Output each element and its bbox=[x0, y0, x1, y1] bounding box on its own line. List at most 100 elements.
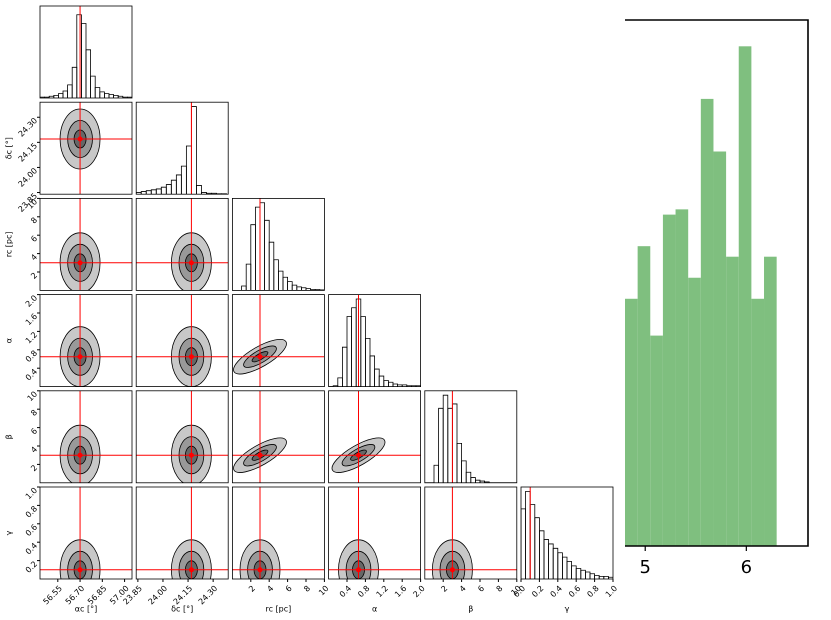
hist-step bbox=[180, 165, 187, 195]
y-tick-label: 24.00 bbox=[17, 166, 40, 189]
hist-step bbox=[543, 539, 549, 579]
hist-step bbox=[175, 174, 182, 195]
hist-step bbox=[191, 106, 197, 195]
hist-step bbox=[160, 186, 167, 195]
truth-point bbox=[77, 260, 83, 266]
x-axis-label: γ bbox=[565, 605, 570, 614]
bar bbox=[713, 151, 727, 546]
panel-frame bbox=[231, 390, 325, 484]
panel bbox=[424, 487, 517, 579]
truth-point bbox=[77, 567, 83, 573]
x-tick-label: 1.0 bbox=[604, 584, 619, 599]
hist-step bbox=[575, 568, 582, 579]
hist-step bbox=[76, 14, 82, 98]
y-axis-label: rc [pc] bbox=[5, 232, 14, 258]
y-tick-label: 0.2 bbox=[24, 559, 39, 574]
bar bbox=[751, 298, 765, 546]
hist-step bbox=[608, 576, 613, 579]
hist-step bbox=[548, 543, 554, 579]
axis-frame bbox=[625, 19, 809, 547]
x-axis-label: αc [°] bbox=[75, 605, 97, 614]
x-tick-label: 0.4 bbox=[549, 584, 564, 599]
y-tick-label: 1.6 bbox=[24, 312, 39, 327]
y-axis-label: α bbox=[5, 338, 14, 343]
hist-step bbox=[337, 377, 343, 387]
hist-step bbox=[155, 188, 162, 195]
hist-step bbox=[81, 23, 87, 98]
panel bbox=[40, 294, 132, 387]
hist-step bbox=[291, 284, 298, 291]
panel bbox=[136, 294, 229, 387]
x-tick-label: 24.15 bbox=[172, 584, 195, 607]
y-tick-label: 8 bbox=[29, 216, 39, 226]
x-tick-label: 4 bbox=[458, 584, 468, 594]
panel bbox=[40, 102, 132, 195]
x-tick-label: 56.55 bbox=[41, 584, 64, 607]
hist-step bbox=[539, 530, 545, 579]
truth-point bbox=[188, 260, 194, 266]
y-tick-label: 0.8 bbox=[24, 349, 39, 364]
hist-step bbox=[342, 346, 348, 387]
x-axis-label: β bbox=[468, 605, 473, 614]
y-axis-label: δc [°] bbox=[5, 137, 14, 159]
panel-frame bbox=[39, 101, 133, 195]
truth-point bbox=[188, 354, 194, 360]
hist-step bbox=[170, 179, 177, 195]
hist-step bbox=[433, 464, 439, 483]
hist-step bbox=[470, 477, 476, 483]
y-axis-label: β bbox=[5, 434, 14, 439]
x-tick-label: 8 bbox=[495, 584, 505, 594]
x-tick-label: 1.6 bbox=[393, 584, 408, 599]
panel bbox=[232, 487, 325, 579]
y-tick-label: 2.0 bbox=[24, 293, 39, 308]
x-tick-label: 0.2 bbox=[530, 584, 545, 599]
bar bbox=[700, 98, 714, 547]
panel-frame bbox=[520, 486, 614, 580]
y-axis-label: γ bbox=[5, 530, 14, 535]
hist-step bbox=[127, 96, 132, 98]
y-tick-label: 0.4 bbox=[24, 367, 39, 382]
hist-step bbox=[585, 571, 591, 579]
hist-step bbox=[374, 368, 380, 387]
panel-frame bbox=[231, 486, 325, 580]
bar bbox=[662, 214, 676, 546]
panel-frame bbox=[39, 486, 133, 580]
x-tick-label: 8 bbox=[302, 584, 312, 594]
y-tick-label: 6 bbox=[29, 426, 39, 436]
x-tick-label: 6 bbox=[476, 584, 486, 594]
panel-frame bbox=[39, 294, 133, 388]
panel-frame bbox=[135, 197, 229, 291]
x-tick-label: 4 bbox=[265, 584, 275, 594]
panel bbox=[424, 390, 517, 483]
y-tick-label: 4 bbox=[29, 252, 39, 262]
hist-step bbox=[589, 573, 595, 579]
hist-step bbox=[245, 263, 252, 291]
truth-point bbox=[77, 136, 83, 142]
hist-step bbox=[442, 394, 449, 483]
hist-step bbox=[99, 91, 105, 98]
hist-step bbox=[165, 184, 172, 195]
hist-step bbox=[529, 504, 536, 579]
y-tick-label: 1.0 bbox=[24, 486, 39, 501]
x-tick-label: 10 bbox=[317, 584, 331, 598]
x-tick-label: 24.30 bbox=[197, 584, 220, 607]
truth-point bbox=[356, 452, 361, 458]
y-tick-label: 24.30 bbox=[17, 116, 40, 139]
panel-frame bbox=[39, 197, 133, 291]
panel-frame bbox=[135, 101, 229, 195]
x-tick-label: 0.6 bbox=[567, 584, 582, 599]
panel bbox=[40, 6, 132, 98]
panel bbox=[328, 390, 421, 483]
truth-point bbox=[77, 452, 83, 458]
panel bbox=[232, 198, 325, 291]
panel-frame bbox=[328, 294, 422, 388]
hist-step bbox=[594, 575, 600, 579]
y-tick-label: 0.6 bbox=[24, 523, 39, 538]
bar bbox=[625, 298, 638, 546]
hist-step bbox=[452, 403, 458, 483]
bar bbox=[738, 46, 752, 547]
truth-point bbox=[356, 567, 361, 573]
truth-point bbox=[257, 452, 263, 458]
hist-step bbox=[484, 481, 490, 483]
x-axis-label: δc [°] bbox=[171, 605, 193, 614]
